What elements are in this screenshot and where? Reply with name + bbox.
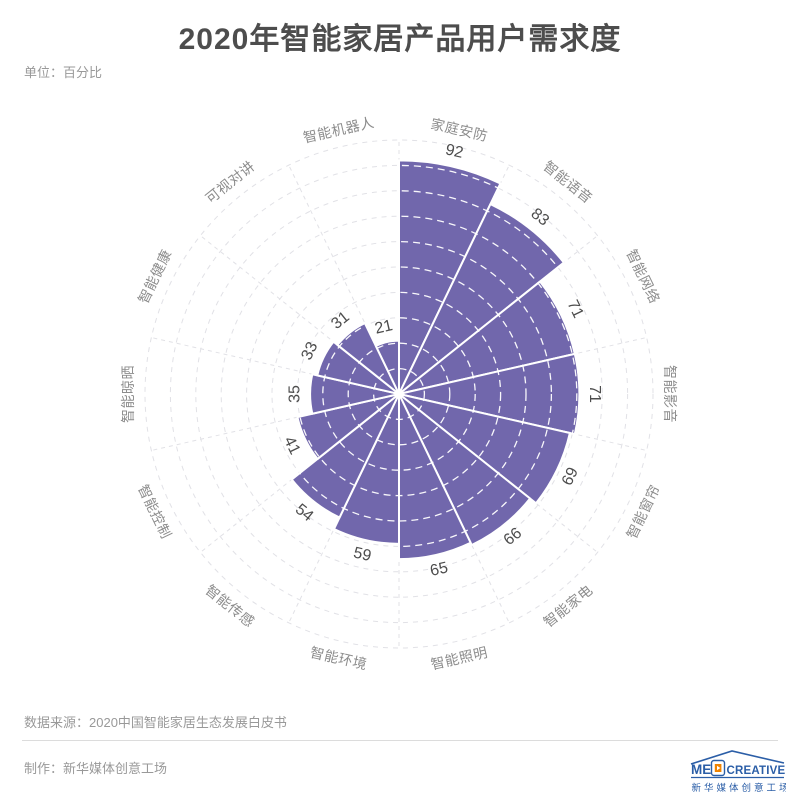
chart-sector-11[interactable] [316, 340, 400, 395]
value-label-6: 65 [429, 559, 450, 580]
logo-text-right: CREATIVE [727, 765, 786, 777]
value-label-5: 66 [501, 525, 526, 549]
value-label-4: 69 [559, 465, 582, 489]
logo-play-triangle [717, 765, 721, 771]
category-label-8: 智能传感 [202, 582, 257, 631]
value-label-1: 83 [528, 205, 553, 229]
value-label-9: 41 [280, 434, 303, 458]
inner-grid-circle [347, 342, 451, 446]
unit-label: 单位：百分比 [24, 65, 103, 80]
brand-logo-graphic: ME CREATIVE 新华媒体创意工场 [690, 750, 789, 794]
inner-grid-circle [372, 367, 426, 421]
category-label-0: 家庭安防 [429, 116, 489, 145]
inner-grid-circle [291, 215, 578, 560]
value-label-11: 33 [298, 339, 321, 363]
value-label-2: 71 [563, 297, 586, 321]
value-label-0: 92 [444, 141, 465, 162]
inner-grid-circle [322, 317, 476, 471]
data-source-text: 数据来源：2020中国智能家居生态发展白皮书 [24, 715, 287, 730]
page-title: 2020年智能家居产品用户需求度 [178, 23, 622, 56]
chart-sector-13[interactable] [374, 339, 400, 395]
category-label-3: 智能影音 [662, 365, 678, 423]
chart-sector-8[interactable] [290, 393, 400, 519]
grid-circle [169, 164, 629, 624]
logo-roof-icon [690, 750, 785, 765]
chart-sector-6[interactable] [398, 393, 472, 561]
chart-sector-12[interactable] [336, 322, 400, 395]
grid-circle [144, 139, 654, 649]
producer-text: 制作：新华媒体创意工场 [24, 761, 168, 776]
category-label-7: 智能环境 [309, 644, 369, 673]
value-label-3: 71 [586, 385, 603, 403]
category-label-5: 智能家电 [540, 582, 595, 631]
logo-text-left: ME [691, 762, 711, 777]
category-label-10: 智能晾晒 [120, 365, 136, 423]
value-label-10: 35 [287, 385, 304, 403]
value-label-12: 31 [328, 308, 353, 332]
value-label-8: 54 [292, 501, 317, 525]
brand-logo: ME CREATIVE 新华媒体创意工场 [690, 748, 789, 796]
inner-grid-circle [291, 266, 527, 522]
chart-sector-10[interactable] [309, 373, 400, 415]
grid-circle [195, 190, 603, 598]
logo-subtext: 新华媒体创意工场 [692, 782, 787, 794]
chart-sector-1[interactable] [398, 203, 565, 395]
footer-divider [22, 740, 778, 741]
category-label-13: 智能机器人 [302, 114, 376, 146]
chart-center-dot [394, 389, 404, 399]
chart-sector-5[interactable] [398, 393, 532, 547]
value-label-13: 21 [373, 317, 394, 338]
chart-sector-9[interactable] [296, 393, 400, 460]
value-label-7: 59 [352, 544, 373, 565]
category-label-12: 可视对讲 [202, 158, 257, 207]
inner-grid-circle [291, 240, 553, 548]
category-label-11: 智能健康 [135, 247, 175, 306]
category-label-2: 智能网络 [623, 247, 663, 306]
category-label-4: 智能窗帘 [623, 482, 663, 541]
category-label-1: 智能语音 [540, 158, 595, 207]
chart-sector-3[interactable] [398, 352, 581, 436]
category-label-9: 智能控制 [135, 482, 175, 541]
chart-sector-7[interactable] [332, 393, 400, 545]
category-label-6: 智能照明 [429, 644, 489, 673]
